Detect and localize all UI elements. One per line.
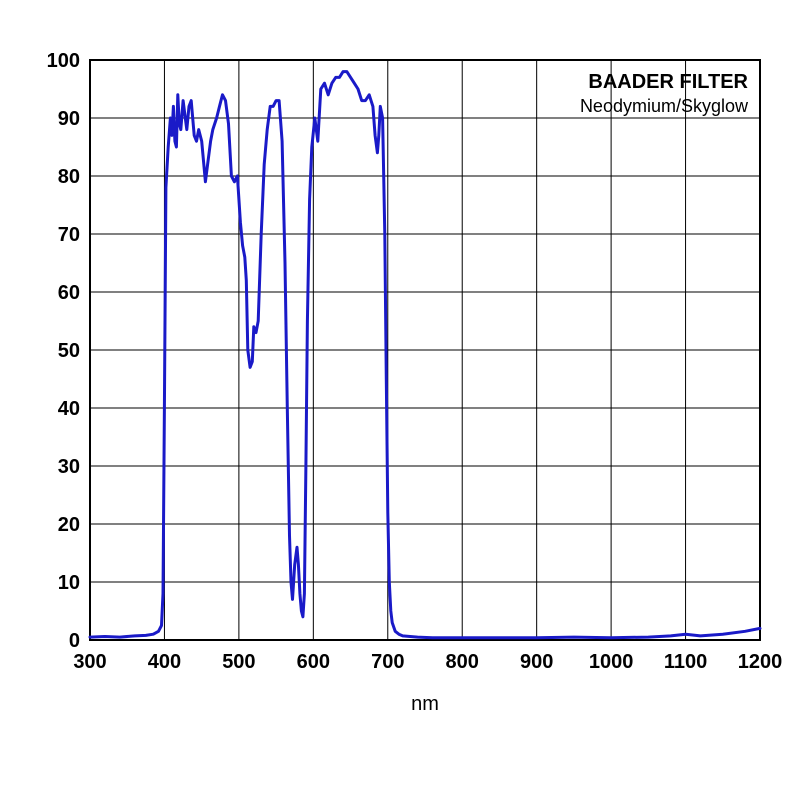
x-tick-label: 300 <box>73 651 106 673</box>
transmission-chart: 300 400 500 600 700 800 900 1000 1100 1200 0 10 20 30… <box>0 0 800 800</box>
x-tick-label: 800 <box>446 651 479 673</box>
y-tick-label: 20 <box>58 514 80 536</box>
x-tick-label: 500 <box>222 651 255 673</box>
y-tick-label: 10 <box>58 572 80 594</box>
chart-title-line2: Neodymium/Skyglow <box>580 96 749 116</box>
y-tick-label: 70 <box>58 224 80 246</box>
chart-title-line1: BAADER FILTER <box>588 71 748 93</box>
x-tick-label: 900 <box>520 651 553 673</box>
x-tick-label: 1200 <box>738 651 783 673</box>
x-axis-label: nm <box>411 693 439 715</box>
chart-container: 300 400 500 600 700 800 900 1000 1100 1200 0 10 20 30… <box>0 0 800 800</box>
x-tick-label: 600 <box>297 651 330 673</box>
x-tick-label: 1000 <box>589 651 634 673</box>
y-tick-label: 80 <box>58 166 80 188</box>
y-tick-label: 50 <box>58 340 80 362</box>
y-tick-label: 90 <box>58 108 80 130</box>
x-tick-label: 700 <box>371 651 404 673</box>
y-tick-label: 100 <box>47 50 80 72</box>
x-tick-label: 1100 <box>664 651 707 673</box>
y-tick-label: 40 <box>58 398 80 420</box>
chart-bg <box>0 0 800 800</box>
x-tick-label: 400 <box>148 651 181 673</box>
y-tick-label: 60 <box>58 282 80 304</box>
y-tick-label: 30 <box>58 456 80 478</box>
y-tick-label: 0 <box>69 630 80 652</box>
